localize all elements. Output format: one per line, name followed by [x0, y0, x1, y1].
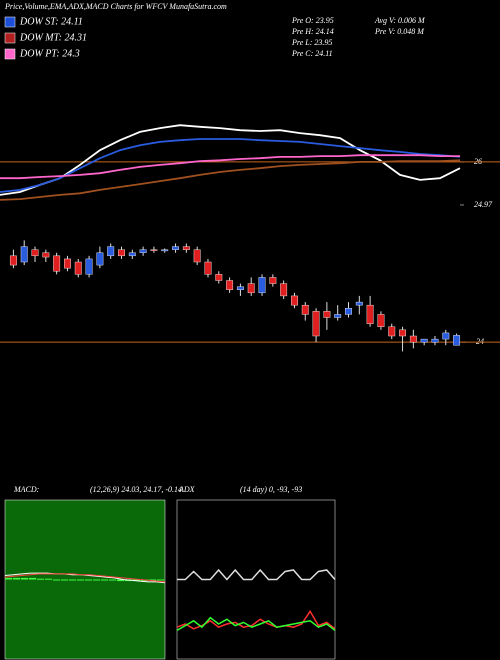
candle-body	[20, 246, 28, 263]
histogram-bar	[69, 579, 77, 581]
panel-label: MACD:	[13, 485, 40, 494]
histogram-bar	[5, 577, 13, 580]
candle-body	[182, 246, 190, 250]
candle-body	[291, 295, 298, 306]
series-line	[177, 568, 336, 581]
candle-body	[301, 304, 309, 315]
page-title: Price,Volume,EMA,ADX,MACD Charts for WFC…	[4, 2, 227, 11]
histogram-bar	[93, 579, 101, 581]
panel-params: (14 day) 0, -93, -93	[240, 485, 302, 494]
histogram-bar	[29, 577, 37, 580]
candle-body	[258, 277, 266, 294]
series-line	[176, 616, 336, 632]
histogram-bar	[157, 579, 165, 581]
legend-label: DOW PT: 24.3	[19, 48, 80, 59]
candle-body	[334, 314, 342, 318]
legend-swatch	[4, 48, 16, 60]
candle-body	[345, 308, 352, 315]
histogram-bar	[85, 579, 93, 581]
candle-body	[118, 249, 125, 257]
candle-body	[269, 277, 277, 284]
legend-swatch	[4, 16, 16, 28]
price-info: Pre L: 23.95	[291, 38, 332, 47]
candle-body	[53, 255, 61, 272]
series-line	[0, 159, 461, 201]
price-info: Avg V: 0.006 M	[374, 16, 426, 25]
histogram-bar	[37, 578, 45, 580]
candle-body	[236, 286, 244, 290]
candle-body	[323, 311, 331, 318]
candle-body	[399, 329, 406, 337]
candle-body	[139, 249, 147, 253]
histogram-bar	[77, 579, 85, 581]
histogram-bar	[101, 579, 109, 581]
candle-body	[107, 246, 115, 257]
candle-body	[85, 258, 93, 275]
candle-body	[42, 252, 50, 258]
candle-body	[96, 252, 104, 266]
candle-body	[377, 314, 385, 327]
histogram-bar	[133, 579, 141, 582]
candle-body	[247, 283, 255, 294]
candle-body	[431, 338, 439, 343]
y-tick-label: 26	[474, 157, 482, 166]
candle-body	[161, 249, 169, 252]
panel-params: (12,26,9) 24.03, 24.17, -0.14	[90, 485, 182, 494]
series-line	[4, 573, 166, 583]
histogram-bar	[117, 579, 125, 582]
histogram-bar	[149, 579, 157, 581]
candle-body	[312, 311, 320, 337]
candle-body	[388, 326, 396, 337]
candle-body	[172, 246, 179, 250]
price-info: Pre C: 24.11	[291, 49, 333, 58]
price-info: Pre V: 0.048 M	[374, 27, 425, 36]
legend-label: DOW MT: 24.31	[19, 32, 87, 43]
candle-body	[442, 332, 450, 340]
candle-body	[31, 249, 39, 257]
candle-body	[409, 335, 417, 343]
price-info: Pre O: 23.95	[291, 16, 334, 25]
panel-label: ADX	[178, 485, 196, 494]
candle-body	[193, 249, 201, 263]
candle-body	[215, 274, 223, 281]
candle-body	[226, 280, 234, 290]
y-tick-label: 24	[476, 337, 484, 346]
legend-swatch	[4, 32, 16, 44]
candle-body	[150, 249, 158, 251]
legend-label: DOW ST: 24.11	[19, 16, 83, 27]
histogram-bar	[61, 579, 69, 581]
candle-body	[420, 338, 428, 343]
histogram-bar	[45, 578, 53, 580]
candle-body	[366, 304, 374, 324]
candle-body	[74, 261, 82, 275]
candle-body	[453, 335, 461, 346]
candle-body	[9, 255, 17, 266]
y-tick-label: 24.97	[474, 200, 493, 209]
histogram-bar	[53, 579, 61, 581]
candle-body	[128, 252, 136, 257]
series-line	[0, 138, 461, 193]
histogram-bar	[109, 579, 117, 581]
series-line	[0, 124, 461, 196]
candle-body	[204, 261, 212, 275]
series-line	[0, 154, 460, 180]
histogram-bar	[13, 577, 21, 580]
candle-body	[280, 283, 288, 297]
panel-background	[176, 499, 336, 660]
price-info: Pre H: 24.14	[291, 27, 334, 36]
histogram-bar	[21, 577, 29, 580]
candle-body	[355, 301, 363, 306]
candle-body	[64, 258, 71, 269]
